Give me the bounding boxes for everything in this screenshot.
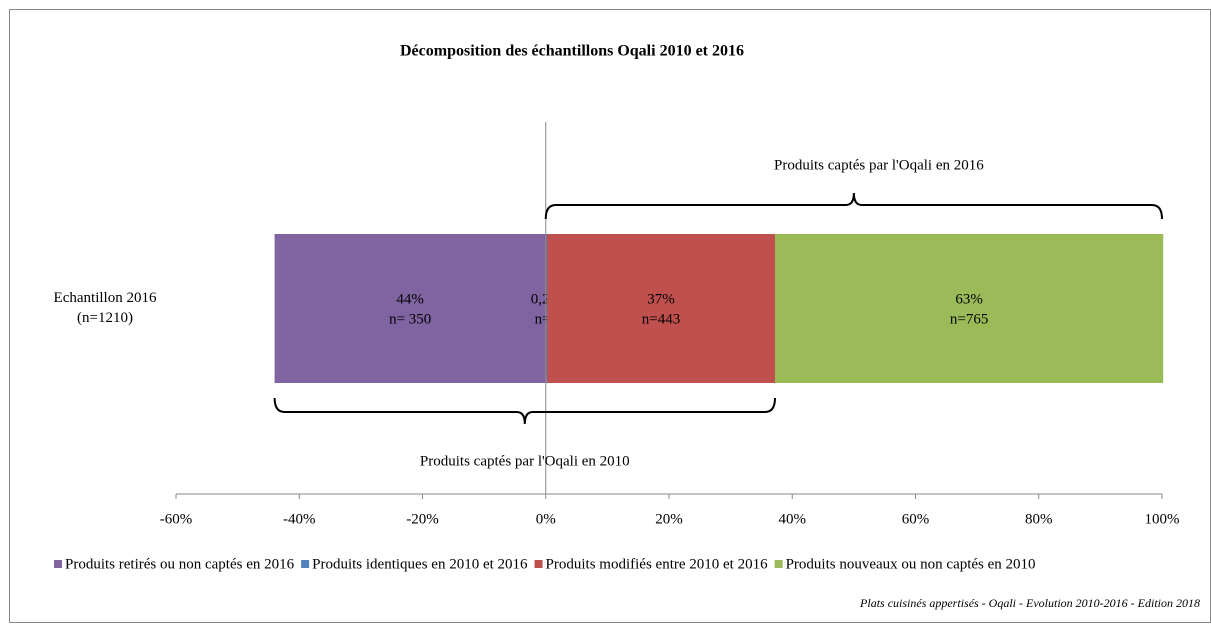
- x-tick-label: 100%: [1145, 511, 1180, 527]
- x-tick-label: -40%: [283, 511, 316, 527]
- source-note: Plats cuisinés appertisés - Oqali - Evol…: [859, 596, 1200, 610]
- legend-label: Produits modifiés entre 2010 et 2016: [546, 556, 769, 572]
- category-label: Echantillon 2016 (n=1210): [53, 290, 157, 326]
- x-tick-label: 20%: [655, 511, 683, 527]
- n-label: n=765: [950, 311, 988, 327]
- x-tick-label: 60%: [902, 511, 930, 527]
- legend-swatch: [534, 560, 543, 568]
- chart-title: Décomposition des échantillons Oqali 201…: [400, 43, 744, 60]
- annotation: Produits captés par l'Oqali en 2016: [774, 157, 984, 173]
- bar-segment: [546, 234, 775, 383]
- legend-swatch: [54, 560, 62, 568]
- legend-label: Produits retirés ou non captés en 2016: [65, 556, 295, 572]
- bracket: [544, 192, 1163, 220]
- legend-swatch: [774, 560, 783, 568]
- bracket: [273, 397, 776, 425]
- bar-segment: [774, 234, 1164, 383]
- x-tick-label: 40%: [779, 511, 807, 527]
- value-label: 44%: [396, 291, 424, 307]
- legend-label: Produits identiques en 2010 et 2016: [312, 556, 528, 572]
- bar-segment: [274, 234, 546, 383]
- n-label: n=443: [642, 311, 680, 327]
- category-label-box: Echantillon 2016 (n=1210): [53, 290, 157, 326]
- x-tick-label: 80%: [1025, 511, 1053, 527]
- annotation: Produits captés par l'Oqali en 2010: [420, 453, 630, 469]
- x-tick-label: -20%: [406, 511, 439, 527]
- n-label: n= 350: [389, 311, 431, 327]
- bar-segment: [545, 234, 547, 383]
- value-label: 63%: [955, 291, 983, 307]
- value-label: 37%: [647, 291, 675, 307]
- legend-label: Produits nouveaux ou non captés en 2010: [786, 556, 1036, 572]
- x-tick-label: 0%: [536, 511, 556, 527]
- x-tick-label: -60%: [160, 511, 193, 527]
- legend-swatch: [301, 560, 310, 568]
